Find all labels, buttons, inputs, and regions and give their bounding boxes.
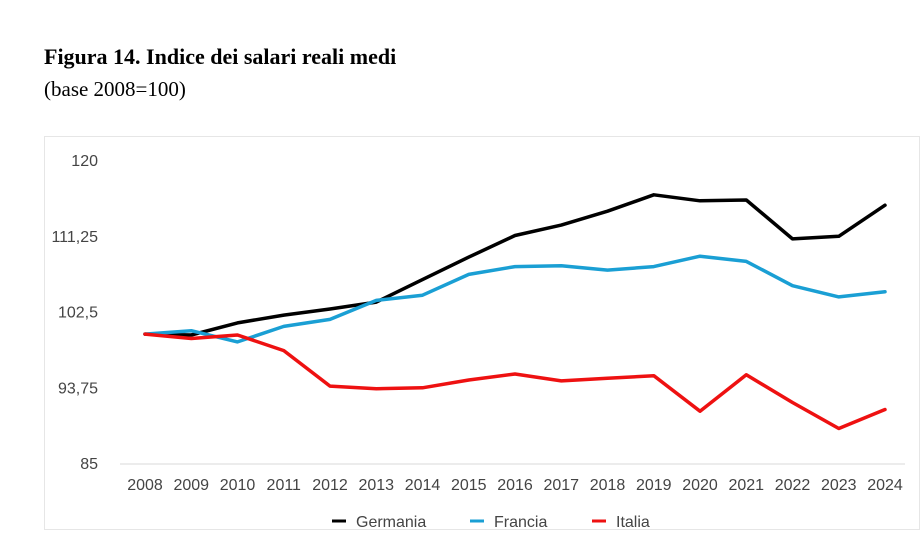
x-tick-label: 2009	[173, 477, 209, 494]
x-tick-label: 2013	[358, 477, 394, 494]
x-tick-label: 2018	[590, 477, 626, 494]
x-tick-label: 2014	[405, 477, 441, 494]
x-tick-label: 2017	[543, 477, 579, 494]
x-tick-label: 2023	[821, 477, 857, 494]
x-tick-label: 2011	[267, 477, 302, 494]
chart-title: Figura 14. Indice dei salari reali medi	[44, 44, 397, 69]
y-axis-tick-labels: 85 93,75 102,5 111,25 120	[51, 153, 98, 473]
chart-subtitle: (base 2008=100)	[44, 77, 186, 101]
x-tick-label: 2012	[312, 477, 348, 494]
x-axis-tick-labels: 2008 2009 2010 2011 2012 2013 2014 2015 2016 2017…	[127, 477, 903, 494]
chart-frame	[44, 136, 920, 530]
legend-label-germania: Germania	[356, 514, 426, 531]
legend-label-francia: Francia	[494, 514, 547, 531]
y-tick-label: 120	[71, 153, 98, 170]
legend-label-italia: Italia	[616, 514, 650, 531]
series-lines	[143, 193, 887, 431]
x-tick-label: 2021	[728, 477, 764, 494]
x-tick-label: 2015	[451, 477, 487, 494]
legend: Germania Francia Italia	[332, 514, 650, 531]
y-tick-label: 102,5	[58, 305, 98, 322]
x-tick-label: 2024	[867, 477, 903, 494]
x-tick-label: 2016	[497, 477, 533, 494]
x-tick-label: 2020	[682, 477, 718, 494]
series-line-germania	[143, 193, 887, 337]
x-tick-label: 2022	[775, 477, 811, 494]
y-tick-label: 93,75	[58, 380, 98, 397]
y-tick-label: 85	[80, 456, 98, 473]
series-line-francia	[143, 254, 887, 344]
y-tick-label: 111,25	[51, 229, 98, 246]
x-tick-label: 2008	[127, 477, 163, 494]
x-tick-label: 2010	[220, 477, 256, 494]
x-tick-label: 2019	[636, 477, 672, 494]
series-line-italia	[143, 332, 887, 431]
